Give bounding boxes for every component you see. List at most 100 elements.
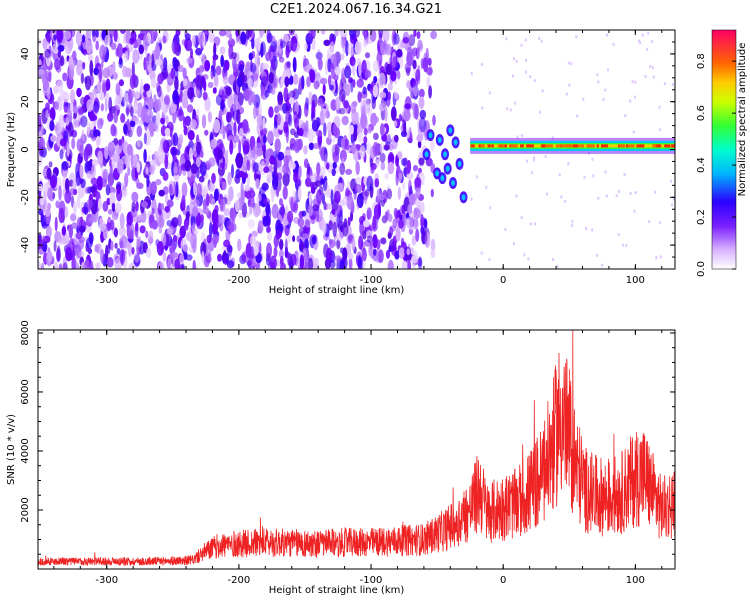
- noise-blob: [308, 192, 312, 206]
- colorbar-tick-label: 0.8: [696, 53, 707, 69]
- faint-dot: [480, 251, 483, 255]
- noise-blob: [148, 230, 154, 243]
- noise-blob: [113, 111, 118, 124]
- x-axis-label: Height of straight line (km): [269, 585, 405, 596]
- noise-blob: [328, 238, 333, 245]
- colorbar-tick-label: 0.2: [696, 209, 707, 225]
- noise-blob: [213, 74, 219, 87]
- noise-blob: [307, 163, 311, 175]
- noise-blob: [263, 198, 271, 205]
- noise-blob: [151, 220, 158, 230]
- noise-blob: [319, 149, 325, 156]
- noise-blob: [263, 166, 270, 174]
- noise-blob: [383, 144, 390, 151]
- noise-blob: [414, 217, 419, 228]
- noise-blob: [127, 129, 133, 138]
- noise-blob: [287, 252, 293, 267]
- noise-blob: [108, 96, 113, 113]
- noise-blob: [112, 61, 116, 75]
- noise-blob: [62, 168, 68, 178]
- noise-blob: [329, 63, 335, 73]
- faint-dot: [546, 192, 548, 196]
- faint-dot: [615, 194, 618, 198]
- noise-blob: [183, 125, 188, 136]
- transition-core: [445, 165, 450, 172]
- noise-blob: [313, 142, 320, 150]
- noise-blob: [102, 67, 110, 79]
- noise-blob: [406, 51, 413, 67]
- noise-blob: [353, 127, 357, 142]
- noise-blob: [162, 139, 170, 154]
- noise-blob: [355, 176, 362, 185]
- noise-blob: [61, 161, 69, 171]
- noise-blob: [82, 186, 90, 194]
- noise-blob: [360, 113, 368, 129]
- noise-blob: [198, 65, 205, 73]
- y-tick-label: 40: [20, 48, 31, 61]
- noise-blob: [323, 122, 327, 137]
- noise-blob: [66, 143, 70, 157]
- noise-blob: [267, 130, 274, 145]
- noise-blob: [339, 149, 347, 163]
- plot-frame: [37, 329, 676, 570]
- noise-blob: [267, 232, 273, 241]
- noise-blob: [330, 99, 338, 111]
- y-tick-label: 8000: [20, 320, 31, 345]
- faint-dot: [470, 72, 473, 76]
- noise-blob: [169, 183, 173, 195]
- noise-blob: [201, 114, 207, 129]
- noise-blob: [283, 86, 289, 103]
- noise-blob: [181, 182, 188, 198]
- noise-blob: [272, 175, 279, 191]
- noise-blob: [229, 207, 235, 219]
- faint-dot: [617, 233, 620, 236]
- noise-blob: [219, 197, 224, 212]
- noise-blob: [181, 195, 186, 208]
- noise-blob: [311, 104, 316, 120]
- signal-peak: [652, 144, 656, 148]
- noise-blob: [187, 130, 195, 141]
- noise-blob: [320, 77, 328, 85]
- noise-blob: [121, 189, 128, 198]
- signal-peak: [527, 144, 530, 148]
- noise-blob: [131, 73, 137, 86]
- noise-blob: [103, 224, 108, 240]
- noise-blob: [380, 237, 387, 245]
- noise-blob: [130, 106, 134, 117]
- noise-blob: [330, 189, 334, 206]
- noise-blob: [90, 177, 98, 185]
- noise-blob: [401, 158, 408, 166]
- noise-blob: [173, 112, 177, 121]
- noise-blob: [139, 119, 143, 126]
- noise-blob: [308, 91, 313, 106]
- noise-blob: [76, 87, 82, 98]
- noise-blob: [336, 238, 341, 250]
- noise-blob: [135, 221, 139, 232]
- y-tick-label: 6000: [20, 379, 31, 404]
- noise-blob: [328, 220, 333, 231]
- signal-peak: [546, 144, 553, 148]
- transition-core: [428, 132, 433, 139]
- signal-peak: [577, 144, 580, 148]
- noise-blob: [237, 238, 242, 252]
- noise-blob: [430, 188, 434, 198]
- noise-blob: [233, 121, 237, 137]
- noise-blob: [75, 232, 82, 240]
- faint-dot: [612, 42, 615, 46]
- noise-blob: [280, 40, 286, 48]
- noise-blob: [143, 132, 147, 145]
- noise-blob: [284, 76, 290, 88]
- noise-blob: [336, 54, 340, 68]
- noise-blob: [113, 227, 118, 238]
- noise-blob: [258, 194, 262, 202]
- noise-blob: [238, 170, 245, 178]
- noise-blob: [370, 112, 378, 127]
- noise-blob: [393, 89, 398, 100]
- faint-dot: [565, 92, 568, 96]
- noise-blob: [58, 208, 65, 224]
- noise-blob: [236, 76, 243, 88]
- noise-blob: [372, 215, 377, 231]
- x-tick-label: -200: [228, 575, 251, 586]
- noise-blob: [325, 247, 333, 263]
- noise-blob: [97, 198, 102, 210]
